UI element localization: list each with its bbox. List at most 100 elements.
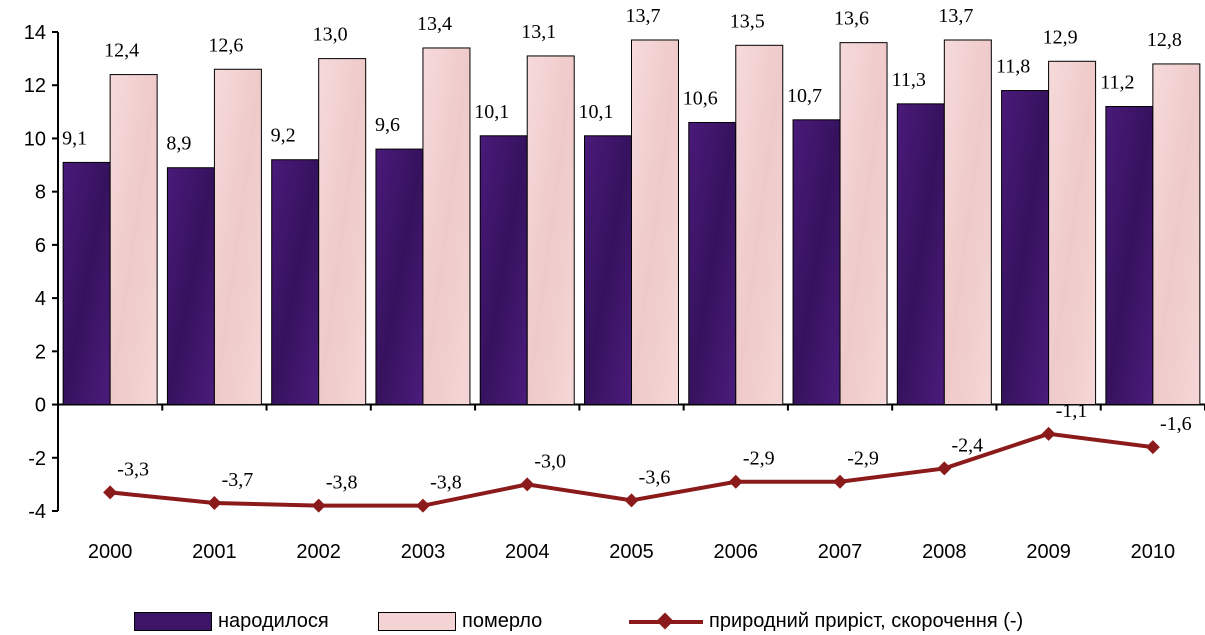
legend-item-died: померло	[378, 608, 542, 635]
x-tick-label: 2009	[1026, 541, 1071, 563]
y-tick-label: -2	[28, 448, 46, 470]
data-label-natural: -3,0	[534, 450, 566, 472]
data-label-born: 10,7	[787, 85, 822, 107]
x-tick-label: 2007	[818, 541, 863, 563]
bar-died	[526, 55, 575, 406]
data-label-died: 13,5	[730, 10, 765, 32]
bar-died	[422, 47, 471, 406]
bar-died	[109, 74, 158, 406]
data-label-born: 11,8	[996, 56, 1030, 78]
data-label-died: 13,0	[313, 24, 348, 46]
data-label-died: 13,7	[626, 5, 661, 27]
data-label-born: 9,2	[271, 125, 296, 147]
marker-natural	[103, 485, 118, 500]
legend-label-natural: природний приріст, скорочення (-)	[709, 610, 1024, 632]
x-tick-label: 2002	[296, 541, 341, 563]
marker-natural	[1145, 440, 1160, 455]
data-label-died: 12,8	[1147, 29, 1182, 51]
marker-natural	[728, 474, 743, 489]
bar-born	[584, 135, 632, 406]
legend-label-born: народилося	[218, 610, 329, 632]
chart: -4 -2 0 2 4 6 8 10 12 14 2000 2001 2002 2003 2004 2005 2…	[24, 5, 1205, 563]
data-label-natural: -2,4	[951, 434, 983, 456]
legend-swatch-died	[378, 612, 456, 631]
bar-died	[1152, 63, 1201, 406]
x-tick-label: 2008	[922, 541, 967, 563]
legend-item-born: народилося	[134, 608, 329, 635]
y-tick-label: 14	[24, 22, 46, 44]
data-label-died: 12,9	[1043, 26, 1078, 48]
y-tick-label: 10	[24, 128, 46, 150]
bar-died	[1048, 60, 1097, 406]
data-label-born: 11,2	[1100, 72, 1134, 94]
marker-natural	[415, 498, 430, 513]
marker-natural	[833, 474, 848, 489]
marker-natural	[624, 493, 639, 508]
data-label-born: 10,1	[579, 101, 614, 123]
bar-born	[375, 148, 424, 406]
bar-born	[688, 121, 737, 406]
y-tick-label: 4	[35, 288, 46, 310]
data-label-died: 13,4	[417, 13, 452, 35]
x-tick-label: 2010	[1131, 541, 1176, 563]
data-label-born: 10,6	[683, 87, 718, 109]
bar-died	[943, 39, 992, 406]
bar-born	[271, 159, 320, 406]
line-series	[103, 426, 1160, 513]
bar-born	[166, 167, 215, 406]
bar-born	[62, 161, 111, 406]
legend-swatch-natural	[629, 612, 703, 632]
bar-died	[318, 58, 367, 406]
y-tick-label: 6	[35, 235, 46, 257]
bar-born	[896, 103, 945, 406]
data-label-natural: -3,6	[639, 466, 671, 488]
y-tick-label: 8	[35, 182, 46, 204]
bar-born	[1105, 106, 1154, 406]
data-label-born: 9,6	[375, 114, 400, 136]
data-label-died: 13,1	[521, 21, 556, 43]
x-tick-label: 2005	[609, 541, 654, 563]
y-tick-label: 0	[35, 395, 46, 417]
legend: народилося померло природний приріст, ск…	[0, 608, 1205, 635]
marker-natural	[937, 461, 952, 476]
bar-died	[839, 42, 888, 406]
marker-natural	[520, 477, 535, 492]
data-label-natural: -3,8	[326, 472, 358, 494]
marker-natural	[207, 496, 222, 511]
y-tick-label: -4	[28, 501, 46, 523]
data-label-born: 11,3	[892, 69, 926, 91]
bars	[62, 39, 1201, 406]
legend-swatch-born	[134, 612, 212, 631]
marker-natural	[1041, 426, 1056, 441]
data-label-natural: -3,8	[430, 472, 462, 494]
legend-item-natural: природний приріст, скорочення (-)	[629, 608, 1023, 635]
y-tick-label: 2	[35, 341, 46, 363]
data-label-natural: -3,7	[222, 469, 254, 491]
bar-died	[631, 39, 679, 406]
data-label-natural: -1,1	[1056, 400, 1088, 422]
data-label-died: 12,6	[208, 34, 243, 56]
x-tick-label: 2006	[714, 541, 759, 563]
bar-born	[479, 135, 528, 406]
data-label-born: 9,1	[62, 127, 87, 149]
bar-died	[735, 44, 784, 406]
data-label-natural: -2,9	[743, 448, 775, 470]
bar-born	[792, 119, 841, 406]
data-label-born: 8,9	[166, 133, 191, 155]
data-label-born: 10,1	[474, 101, 509, 123]
data-label-died: 13,6	[834, 8, 869, 30]
x-tick-label: 2004	[505, 541, 550, 563]
x-tick-label: 2001	[192, 541, 237, 563]
x-tick-label: 2000	[88, 541, 133, 563]
legend-label-died: померло	[462, 610, 543, 632]
data-label-died: 13,7	[938, 5, 973, 27]
bar-died	[213, 68, 262, 406]
data-label-natural: -3,3	[117, 458, 149, 480]
y-tick-label: 12	[24, 75, 46, 97]
bar-born	[1001, 90, 1050, 406]
data-label-natural: -2,9	[847, 448, 879, 470]
marker-natural	[311, 498, 326, 513]
x-tick-label: 2003	[401, 541, 446, 563]
data-label-died: 12,4	[104, 40, 139, 62]
data-labels: 9,1 12,4 8,9 12,6 9,2 13,0 9,6 13,4 10,1 13,1 10,1…	[62, 5, 1192, 494]
